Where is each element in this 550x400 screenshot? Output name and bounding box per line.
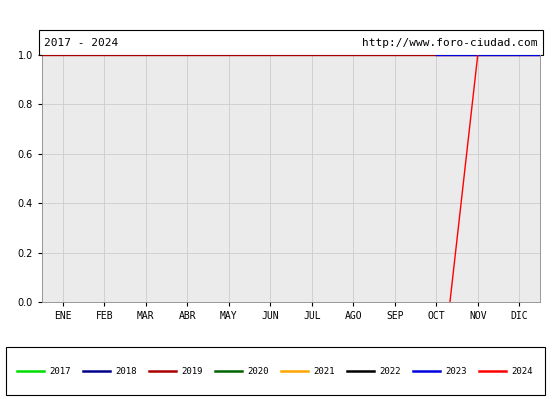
Text: 2024: 2024: [512, 366, 533, 376]
Text: 2017 - 2024: 2017 - 2024: [45, 38, 119, 48]
Text: 2022: 2022: [379, 366, 401, 376]
Text: http://www.foro-ciudad.com: http://www.foro-ciudad.com: [362, 38, 538, 48]
Text: 2021: 2021: [314, 366, 335, 376]
Text: 2020: 2020: [248, 366, 269, 376]
Text: 2017: 2017: [50, 366, 71, 376]
Text: 2023: 2023: [446, 366, 467, 376]
Text: Evolucion num de emigrantes en Puras: Evolucion num de emigrantes en Puras: [122, 8, 428, 22]
Text: 2018: 2018: [116, 366, 137, 376]
Text: 2019: 2019: [182, 366, 203, 376]
Bar: [6, 347, 544, 395]
